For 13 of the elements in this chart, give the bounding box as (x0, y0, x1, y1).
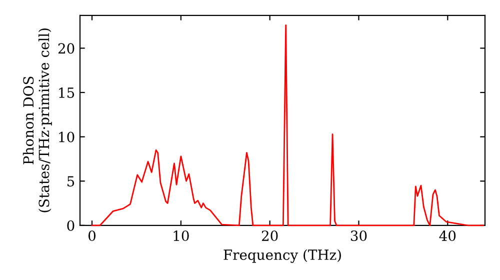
x-tick-label: 10 (174, 230, 189, 242)
y-tick-label: 15 (59, 87, 74, 98)
x-tick-label: 30 (350, 230, 367, 242)
y-tick-label: 10 (59, 132, 74, 142)
y-tick-label: 0 (67, 220, 74, 231)
x-tick-label: 0 (88, 230, 96, 242)
x-tick-label: 20 (262, 230, 278, 242)
y-tick-label: 20 (58, 43, 74, 54)
y-tick-label: 5 (67, 176, 74, 187)
line-series (91, 24, 484, 226)
x-axis-title: Frequency (THz) (224, 249, 341, 263)
y-axis-title: Phonon DOS (States/THz·primitive cell) (22, 28, 52, 212)
x-tick-label: 40 (439, 230, 456, 242)
